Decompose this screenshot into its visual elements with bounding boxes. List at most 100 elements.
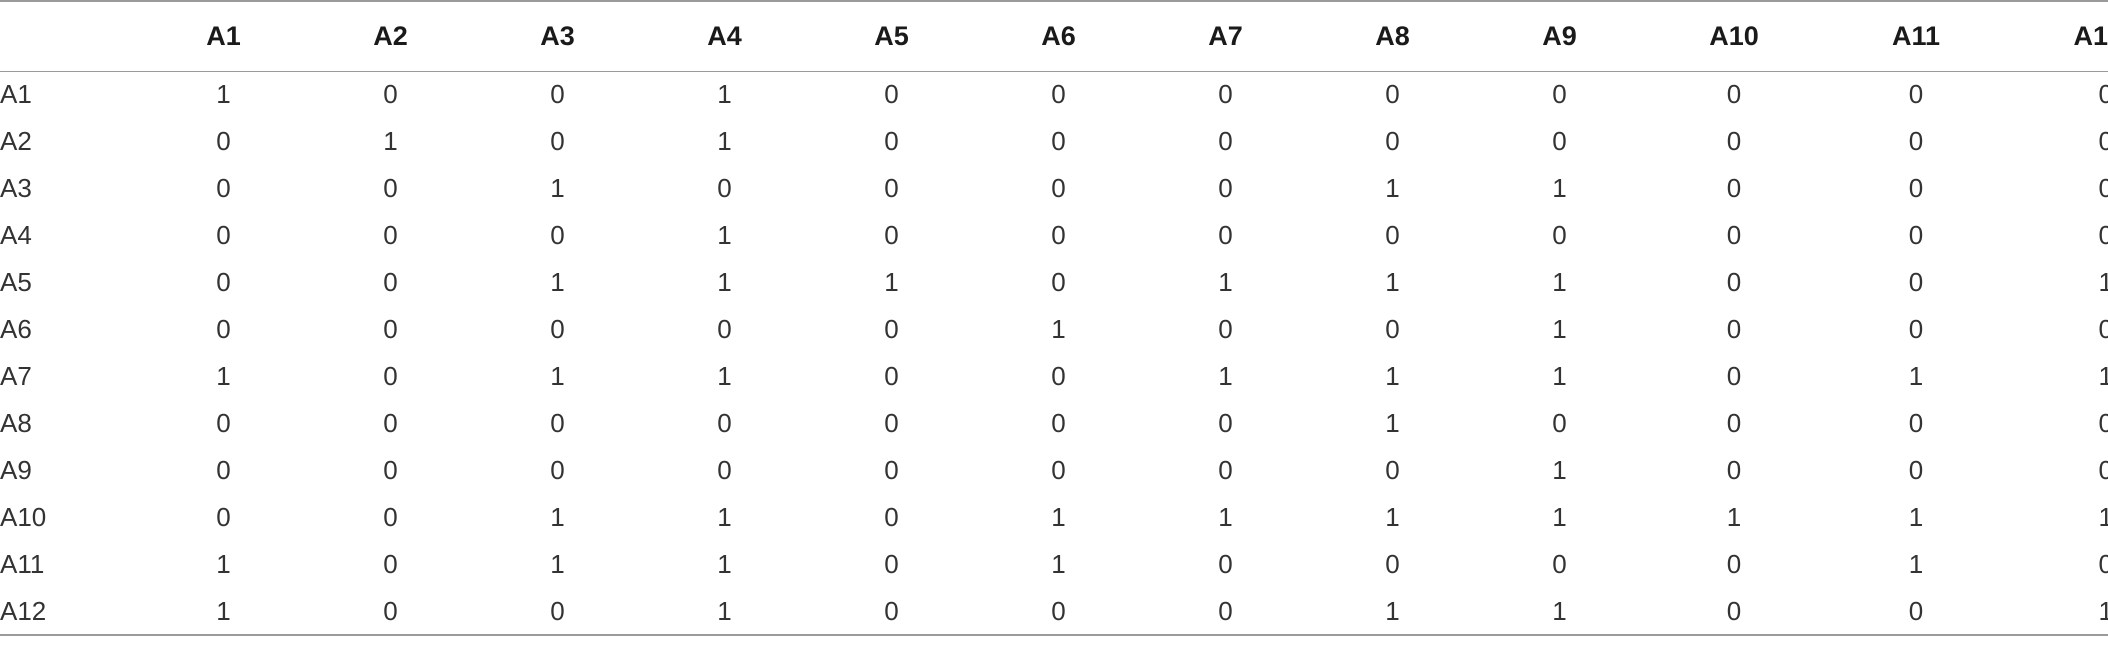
table-cell: 0 xyxy=(1552,408,1567,438)
row-label: A9 xyxy=(0,455,32,485)
column-header: A11 xyxy=(1825,0,2007,72)
header-row: A1A2A3A4A5A6A7A8A9A10A11A12 xyxy=(0,0,2108,72)
table-cell: 0 xyxy=(1218,549,1233,579)
table-row: A7 1 0 1 1 0 0 1 1 1 0 1 1 xyxy=(0,353,2108,400)
row-label: A2 xyxy=(0,126,32,156)
table-cell: 1 xyxy=(550,267,565,297)
table-row: A3 0 0 1 0 0 0 0 1 1 0 0 0 xyxy=(0,165,2108,212)
table-cell: 0 xyxy=(1726,408,1742,438)
table-cell: 0 xyxy=(717,455,732,485)
table-cell: 0 xyxy=(1385,314,1400,344)
table-cell: 0 xyxy=(1726,126,1742,156)
table-cell: 1 xyxy=(1385,361,1400,391)
table-cell: 0 xyxy=(216,314,231,344)
table-cell: 0 xyxy=(1051,220,1066,250)
table-cell: 0 xyxy=(1726,361,1742,391)
table-cell: 0 xyxy=(884,314,899,344)
column-header: A10 xyxy=(1643,0,1825,72)
table-cell: 1 xyxy=(1385,408,1400,438)
table-cell: 0 xyxy=(550,220,565,250)
table-cell: 1 xyxy=(1552,361,1567,391)
table-cell: 0 xyxy=(975,588,1142,636)
table-cell: 1 xyxy=(1552,455,1567,485)
column-header: A8 xyxy=(1309,0,1476,72)
table-cell: 1 xyxy=(550,502,565,532)
table-row: A4 0 0 0 1 0 0 0 0 0 0 0 0 xyxy=(0,212,2108,259)
table-cell: 1 xyxy=(1552,314,1567,344)
table-cell: 1 xyxy=(1218,502,1233,532)
table-cell: 0 xyxy=(808,588,975,636)
table-cell: 1 xyxy=(1051,549,1066,579)
table-cell: 0 xyxy=(550,455,565,485)
table-cell: 1 xyxy=(1218,267,1233,297)
table-cell: 0 xyxy=(383,220,398,250)
table-cell: 1 xyxy=(717,502,732,532)
table-cell: 0 xyxy=(1908,408,1924,438)
table-cell: 1 xyxy=(140,588,307,636)
table-cell: 1 xyxy=(1908,549,1924,579)
column-header: A6 xyxy=(975,0,1142,72)
table-cell: 1 xyxy=(641,588,808,636)
table-cell: 0 xyxy=(1218,79,1233,110)
table-cell: 0 xyxy=(717,408,732,438)
row-label: A1 xyxy=(0,79,32,110)
table-cell: 0 xyxy=(2098,549,2108,579)
table-cell: 0 xyxy=(2098,220,2108,250)
table-cell: 0 xyxy=(1218,220,1233,250)
table-cell: 0 xyxy=(216,502,231,532)
table-cell: 1 xyxy=(216,361,231,391)
table-cell: 1 xyxy=(550,361,565,391)
table-cell: 0 xyxy=(2098,314,2108,344)
table-cell: 0 xyxy=(1142,588,1309,636)
table-row: A1 1 0 0 1 0 0 0 0 0 0 0 0 xyxy=(0,71,2108,118)
column-header: A2 xyxy=(307,0,474,72)
table-cell: 0 xyxy=(1726,267,1742,297)
table-header: A1A2A3A4A5A6A7A8A9A10A11A12 xyxy=(0,0,2108,72)
table-cell: 1 xyxy=(1051,314,1066,344)
table-cell: 0 xyxy=(216,126,231,156)
table-cell: 1 xyxy=(717,220,732,250)
column-header: A1 xyxy=(140,0,307,72)
table-cell: 0 xyxy=(216,408,231,438)
table-cell: 0 xyxy=(884,408,899,438)
table-cell: 0 xyxy=(216,173,231,203)
table-cell: 0 xyxy=(474,588,641,636)
table-cell: 0 xyxy=(717,173,732,203)
table-cell: 0 xyxy=(1218,408,1233,438)
table-cell: 1 xyxy=(1385,267,1400,297)
table-cell: 0 xyxy=(550,314,565,344)
table-cell: 0 xyxy=(1385,455,1400,485)
table-cell: 0 xyxy=(216,220,231,250)
table-cell: 0 xyxy=(383,408,398,438)
table-cell: 0 xyxy=(1908,314,1924,344)
table-cell: 1 xyxy=(2098,267,2108,297)
table-row: A11 1 0 1 1 0 1 0 0 0 0 1 0 xyxy=(0,541,2108,588)
table-cell: 1 xyxy=(550,173,565,203)
table-cell: 0 xyxy=(1726,314,1742,344)
table-row: A10 0 0 1 1 0 1 1 1 1 1 1 1 xyxy=(0,494,2108,541)
table-cell: 0 xyxy=(383,267,398,297)
table-cell: 0 xyxy=(1552,220,1567,250)
table-cell: 0 xyxy=(1385,79,1400,110)
column-header: A5 xyxy=(808,0,975,72)
table-cell: 0 xyxy=(884,361,899,391)
table-cell: 0 xyxy=(1385,220,1400,250)
table-cell: 0 xyxy=(1051,79,1066,110)
table-cell: 0 xyxy=(1051,267,1066,297)
table-cell: 0 xyxy=(1726,220,1742,250)
table-cell: 0 xyxy=(2098,173,2108,203)
table-cell: 0 xyxy=(383,79,398,110)
table-cell: 0 xyxy=(1643,588,1825,636)
row-label: A6 xyxy=(0,314,32,344)
table-cell: 1 xyxy=(717,79,732,110)
table-body: A1 1 0 0 1 0 0 0 0 0 0 0 0 A2 0 1 0 1 0 0 0 0 0 0 0 0 A3 0 0 1 0 0 0 0 1 1 0… xyxy=(0,71,2108,636)
table-cell: 0 xyxy=(383,314,398,344)
row-label: A8 xyxy=(0,408,32,438)
table-cell: 0 xyxy=(307,588,474,636)
table-cell: 0 xyxy=(2098,79,2108,110)
table-cell: 1 xyxy=(2098,502,2108,532)
table-cell: 0 xyxy=(1552,126,1567,156)
column-header: A7 xyxy=(1142,0,1309,72)
table-cell: 0 xyxy=(1726,173,1742,203)
table-cell: 1 xyxy=(1051,502,1066,532)
